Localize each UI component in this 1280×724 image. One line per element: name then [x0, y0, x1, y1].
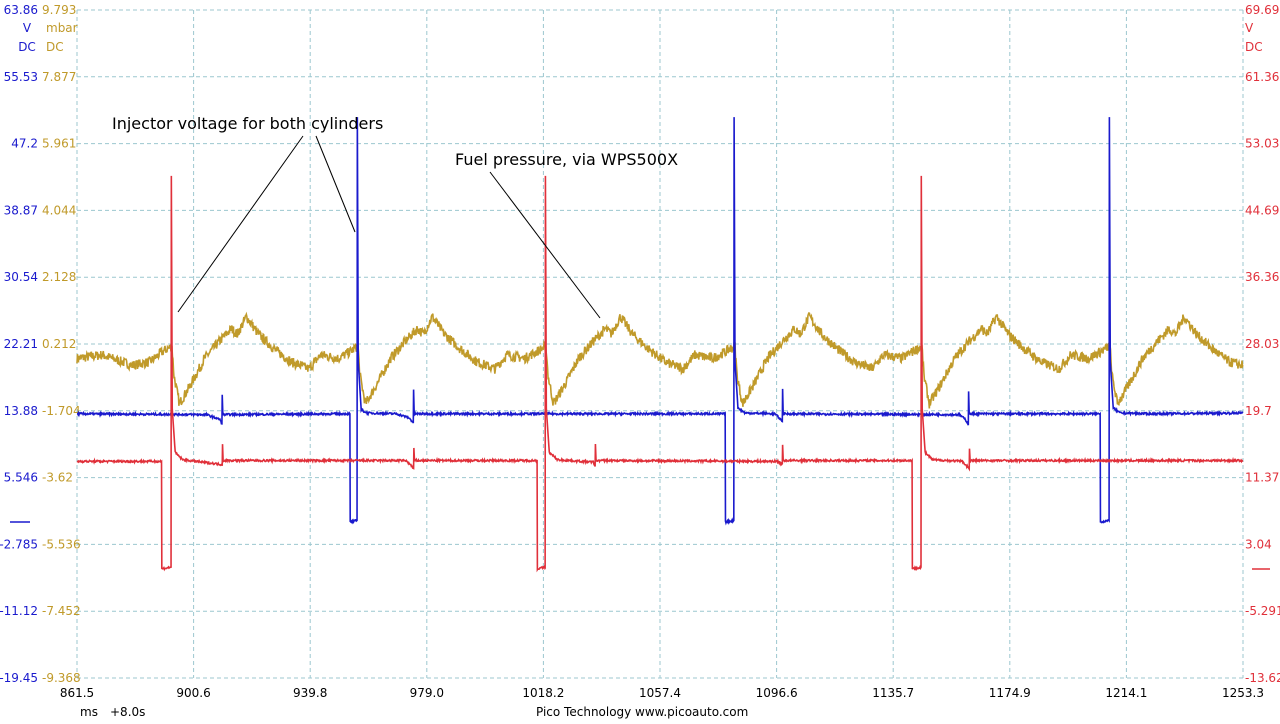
- x-offset: +8.0s: [110, 705, 145, 719]
- axis-a-tick: 22.21: [4, 337, 38, 351]
- trace-channel-b: [76, 311, 1244, 409]
- x-tick: 1174.9: [989, 686, 1031, 700]
- x-tick: 900.6: [176, 686, 210, 700]
- axis-c-coupling: DC: [1245, 40, 1263, 54]
- grid: [76, 9, 1244, 679]
- axis-c-tick: -5.291: [1245, 604, 1280, 618]
- axis-a-unit: V: [23, 21, 32, 35]
- annotation-fuel-pressure-pointer: [489, 171, 601, 319]
- axis-b-tick: 7.877: [42, 70, 76, 84]
- traces: [76, 117, 1244, 573]
- x-tick: 1214.1: [1105, 686, 1147, 700]
- x-tick: 939.8: [293, 686, 327, 700]
- axis-a-coupling: DC: [18, 40, 36, 54]
- axis-b-tick: 4.044: [42, 203, 76, 217]
- x-tick: 861.5: [60, 686, 94, 700]
- axis-b-tick: -9.368: [42, 671, 81, 685]
- x-tick: 1018.2: [522, 686, 564, 700]
- trace-channel-c: [76, 175, 1244, 573]
- axis-c-tick: 19.7: [1245, 404, 1272, 418]
- axis-a-tick: 13.88: [4, 404, 38, 418]
- x-tick: 1057.4: [639, 686, 681, 700]
- axis-a-tick: -11.12: [0, 604, 38, 618]
- axis-b-tick: -5.536: [42, 537, 81, 551]
- axis-b-tick: 0.212: [42, 337, 76, 351]
- axis-b-tick: -7.452: [42, 604, 81, 618]
- axis-a-tick: 30.54: [4, 270, 38, 284]
- axis-c-tick: 11.37: [1245, 471, 1279, 485]
- axis-a-tick: 5.546: [4, 471, 38, 485]
- annotation-injector-pointer: [177, 135, 304, 313]
- axis-b-tick: -1.704: [42, 404, 81, 418]
- axis-b-unit: mbar: [46, 21, 78, 35]
- x-tick: 1253.3: [1222, 686, 1264, 700]
- axis-c-tick: 61.36: [1245, 70, 1279, 84]
- axis-c-tick: 28.03: [1245, 337, 1279, 351]
- x-tick: 1096.6: [756, 686, 798, 700]
- x-tick: 1135.7: [872, 686, 914, 700]
- axis-b-tick: 9.793: [42, 3, 76, 17]
- axis-a-tick: -2.785: [0, 537, 38, 551]
- axis-b-tick: 5.961: [42, 137, 76, 151]
- axis-c-tick: 36.36: [1245, 270, 1279, 284]
- axis-a-tick: 63.86: [4, 3, 38, 17]
- axis-c-tick: 3.04: [1245, 537, 1272, 551]
- trace-channel-a: [76, 117, 1244, 526]
- annotation-injector-pointer: [315, 135, 356, 233]
- axis-a-tick: 47.2: [11, 137, 38, 151]
- annotation-injector: Injector voltage for both cylinders: [112, 114, 383, 133]
- axis-b-tick: 2.128: [42, 270, 76, 284]
- footer-brand: Pico Technology: [536, 705, 631, 719]
- x-tick: 979.0: [410, 686, 444, 700]
- axis-a-tick: 38.87: [4, 203, 38, 217]
- x-unit: ms: [80, 705, 98, 719]
- axis-c-tick: 44.69: [1245, 203, 1279, 217]
- axis-c-tick: 69.69: [1245, 3, 1279, 17]
- axis-c-tick: -13.62: [1245, 671, 1280, 685]
- axis-c-unit: V: [1245, 21, 1254, 35]
- footer-url[interactable]: www.picoauto.com: [635, 705, 748, 719]
- axis-a-tick: 55.53: [4, 70, 38, 84]
- axis-ticks: 63.86 9.793 69.69 861.5 55.53 7.877 61.36 900.6…: [0, 3, 1280, 700]
- axis-c-tick: 53.03: [1245, 137, 1279, 151]
- axis-b-tick: -3.62: [42, 471, 73, 485]
- axis-a-tick: -19.45: [0, 671, 38, 685]
- annotation-fuel-pressure: Fuel pressure, via WPS500X: [455, 150, 678, 169]
- axis-b-coupling: DC: [46, 40, 64, 54]
